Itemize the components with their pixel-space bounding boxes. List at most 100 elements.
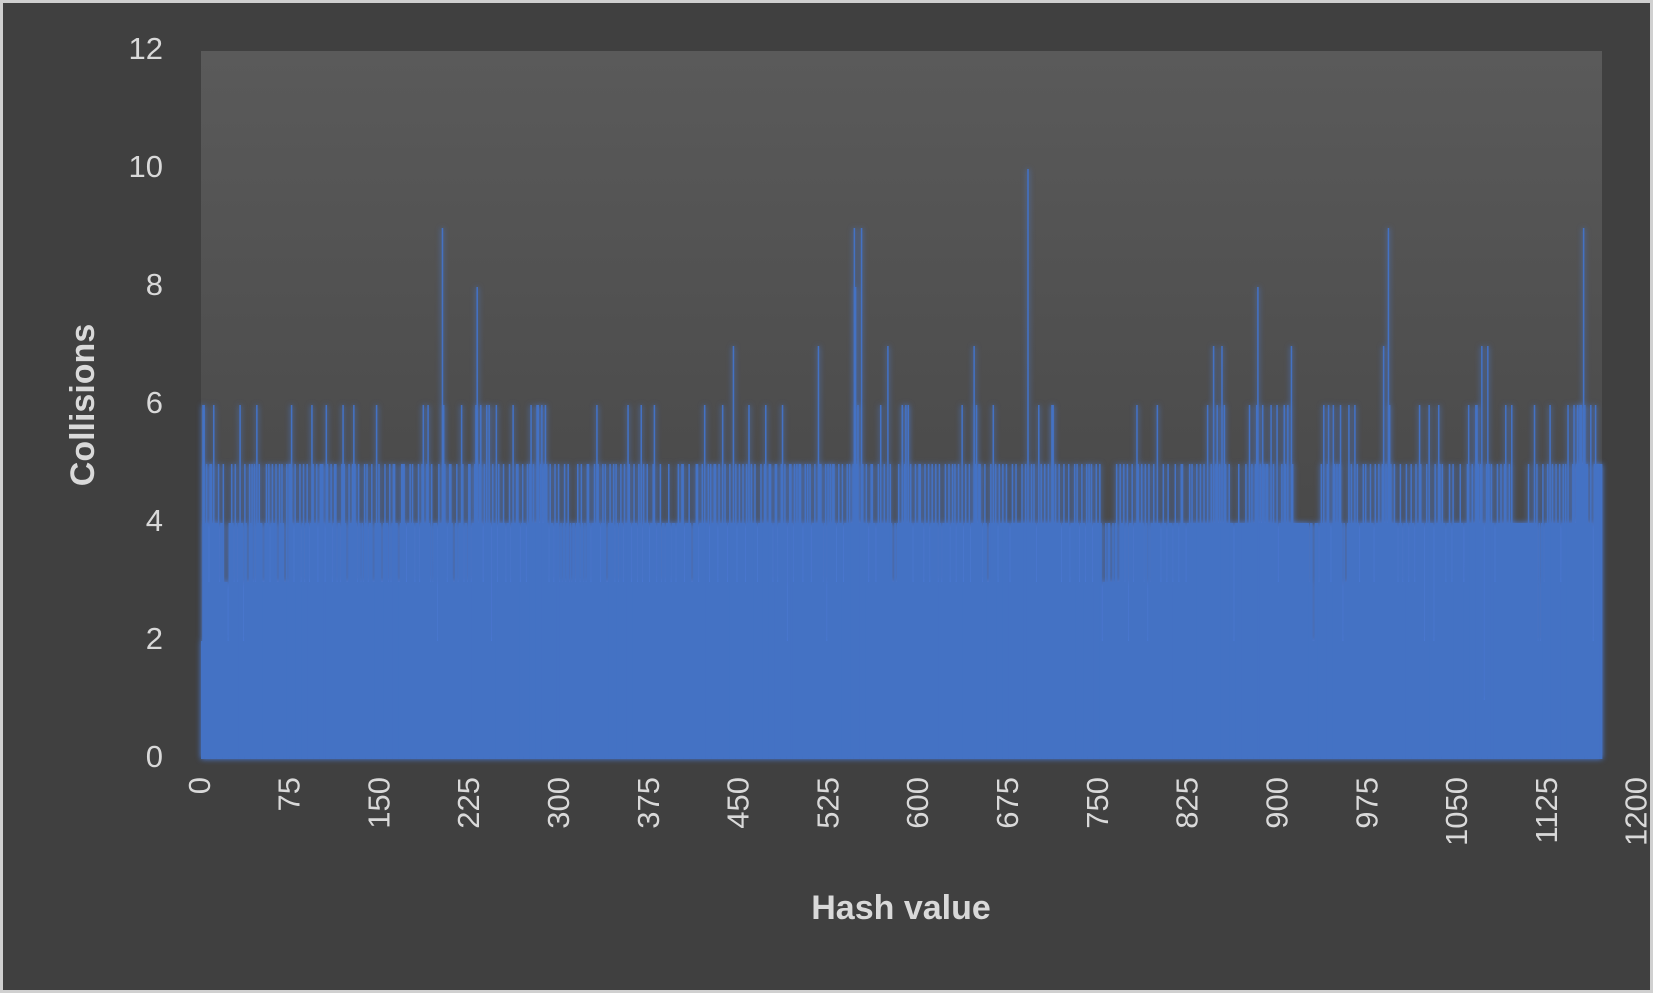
bar	[1156, 405, 1159, 759]
bar	[1248, 405, 1251, 759]
bar	[1588, 523, 1591, 759]
bar	[247, 582, 250, 759]
bar	[341, 464, 343, 759]
bar	[804, 464, 807, 759]
bar	[1047, 464, 1050, 759]
bar	[605, 582, 608, 759]
bar	[592, 523, 595, 759]
bar	[827, 464, 829, 759]
bar	[699, 523, 701, 759]
bar	[547, 523, 549, 759]
bar	[375, 405, 378, 759]
bar	[1135, 523, 1137, 759]
bar	[551, 523, 554, 759]
bar	[1033, 464, 1035, 759]
bar	[663, 523, 665, 759]
bar	[999, 523, 1002, 759]
bar	[1154, 523, 1156, 759]
bar	[693, 523, 695, 759]
bar	[952, 523, 955, 759]
bar	[1320, 464, 1323, 759]
bar	[1340, 523, 1343, 759]
bar	[1096, 523, 1099, 759]
bar	[527, 523, 530, 759]
bar	[1430, 523, 1433, 759]
bar	[580, 464, 583, 759]
bar	[647, 523, 650, 759]
bar	[1278, 523, 1281, 759]
bar	[653, 405, 656, 759]
bar	[1077, 523, 1080, 759]
bar	[478, 464, 481, 759]
bar	[508, 464, 511, 759]
bar	[1214, 523, 1216, 759]
bar	[622, 582, 625, 759]
bar	[1380, 523, 1383, 759]
bar	[1594, 405, 1597, 759]
bar	[988, 523, 991, 759]
bar	[1545, 523, 1548, 759]
bar	[762, 523, 765, 759]
bar	[1569, 523, 1572, 759]
bar	[1465, 523, 1468, 759]
bar	[313, 523, 316, 759]
bar	[888, 523, 890, 759]
bar	[961, 405, 963, 759]
bar	[1200, 523, 1203, 759]
bar	[1233, 641, 1235, 759]
bar	[1409, 523, 1411, 759]
bar	[911, 523, 913, 759]
bar	[356, 582, 359, 759]
bar	[766, 523, 768, 759]
bar	[745, 464, 748, 759]
bar	[1382, 346, 1385, 759]
bar	[691, 582, 694, 759]
bar	[990, 464, 992, 759]
bar	[566, 523, 568, 759]
bar	[814, 464, 816, 759]
bar	[1487, 346, 1489, 759]
bar	[572, 523, 574, 759]
bar	[1324, 523, 1326, 759]
x-tick-label: 0	[182, 777, 217, 794]
bar	[1477, 464, 1480, 759]
bar	[858, 523, 860, 759]
bar	[1591, 523, 1593, 759]
bar	[283, 582, 286, 759]
bar	[719, 523, 722, 759]
bar	[1408, 582, 1410, 759]
bar	[1493, 523, 1495, 759]
bar	[1556, 523, 1559, 759]
bar	[216, 523, 219, 759]
bar	[1231, 523, 1234, 759]
bar	[834, 523, 836, 759]
bar	[203, 405, 205, 759]
bar	[1045, 523, 1047, 759]
bar	[442, 405, 445, 759]
bar	[1524, 523, 1526, 759]
bar	[957, 464, 960, 759]
bar	[1038, 405, 1040, 759]
bar	[584, 523, 586, 759]
bar	[839, 523, 841, 759]
bar	[1217, 523, 1220, 759]
bar	[683, 582, 686, 759]
bar	[253, 464, 256, 759]
bar	[1488, 464, 1490, 759]
bar	[974, 464, 977, 759]
bar	[1495, 523, 1497, 759]
bar	[1398, 523, 1400, 759]
bar	[775, 464, 778, 759]
bar	[354, 464, 356, 759]
bar	[1516, 523, 1519, 759]
bar	[860, 228, 863, 759]
bar	[648, 582, 651, 759]
bar	[1575, 464, 1578, 759]
y-tick-label: 4	[146, 503, 163, 538]
bar	[792, 582, 795, 759]
bar	[453, 582, 456, 759]
bar	[314, 523, 317, 759]
bar	[1008, 523, 1010, 759]
bar	[805, 523, 808, 759]
bar	[1422, 523, 1424, 759]
